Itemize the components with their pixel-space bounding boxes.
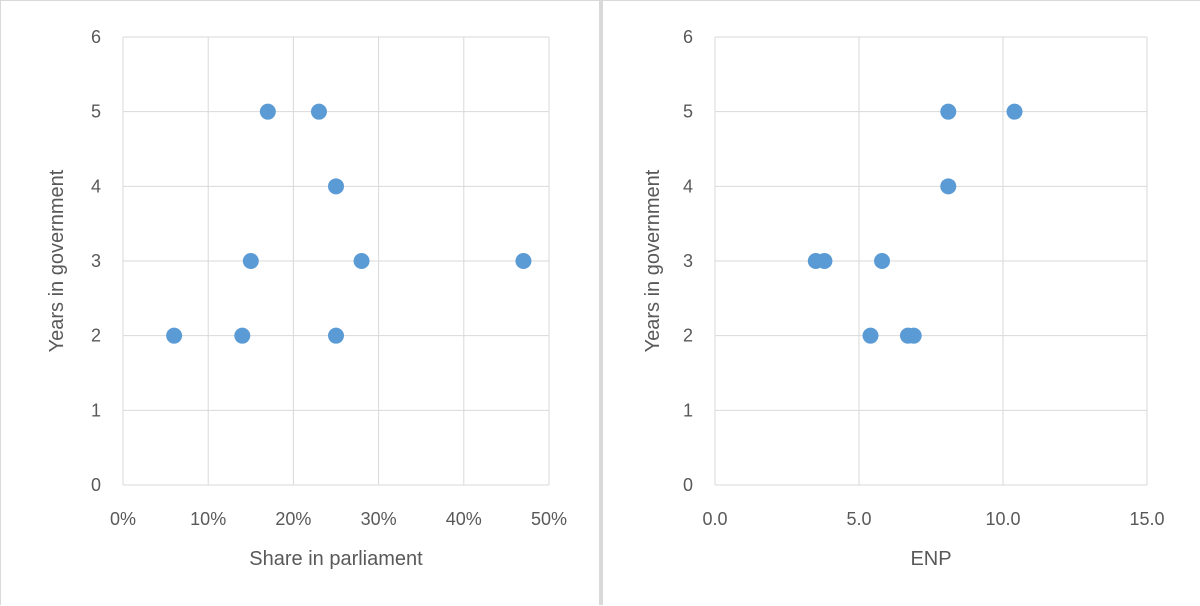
left-chart-x-tick-label: 0% [110,509,136,529]
right-chart-y-tick-label: 1 [683,400,693,420]
left-chart-x-axis-title: Share in parliament [249,548,423,570]
left-chart-data-point [328,327,344,344]
left-chart-data-point [166,327,183,344]
scatter-chart-left: 0% 10% 20% 30% 40% 50% 0 1 2 3 4 5 6 Share in parliam… [46,27,567,570]
left-chart-y-axis-title: Years in government [46,169,68,352]
right-chart-y-tick-label: 0 [683,475,693,495]
left-chart-data-point [242,253,259,269]
right-chart-x-tick-label: 0.0 [702,509,727,529]
left-chart-data-point [353,253,370,269]
left-chart-y-tick-label: 6 [91,27,101,47]
left-chart-x-tick-label: 40% [446,509,482,529]
left-chart-y-tick-label: 2 [91,326,101,346]
right-chart-x-axis-title: ENP [910,548,951,570]
left-chart-x-tick-label: 20% [275,509,311,529]
right-chart-y-tick-label: 2 [683,326,693,346]
left-chart-y-tick-label: 5 [91,102,101,122]
left-chart-gridlines [122,36,550,486]
right-chart-y-tick-label: 6 [683,27,693,47]
right-chart-data-point [816,253,833,269]
left-chart-x-tick-label: 30% [361,509,397,529]
right-chart-data-point [862,327,879,344]
left-chart-data-points [166,103,532,344]
right-chart-data-point [940,178,957,195]
left-chart-data-point [234,327,251,344]
right-chart-x-tick-label: 15.0 [1129,509,1164,529]
left-chart-x-tick-label: 50% [531,509,567,529]
right-chart-y-tick-label: 5 [683,102,693,122]
left-chart-y-tick-label: 1 [91,400,101,420]
right-chart-y-tick-label: 3 [683,251,693,271]
right-chart-y-axis-title: Years in government [642,169,664,352]
right-chart-data-point [940,103,957,120]
left-chart-y-tick-label: 4 [91,176,101,196]
panel-divider [599,0,603,605]
left-chart-data-point [310,103,327,120]
scatter-chart-right: 0.0 5.0 10.0 15.0 0 1 2 3 4 5 6 ENP Years in governm… [642,27,1165,570]
chart-panel-right: 0.0 5.0 10.0 15.0 0 1 2 3 4 5 6 ENP Years in governm… [603,0,1200,605]
right-chart-data-points [807,103,1023,344]
left-chart-y-tick-label: 0 [91,475,101,495]
right-chart-x-tick-label: 10.0 [985,509,1020,529]
left-chart-y-tick-label: 3 [91,251,101,271]
left-chart-data-point [328,178,344,195]
right-chart-x-tick-label: 5.0 [846,509,871,529]
right-chart-data-point [1006,103,1023,120]
right-chart-gridlines [714,36,1148,486]
left-chart-data-point [259,103,276,120]
right-chart-y-tick-label: 4 [683,176,693,196]
right-chart-data-point [874,253,891,269]
left-chart-x-tick-label: 10% [190,509,226,529]
chart-panel-left: 0% 10% 20% 30% 40% 50% 0 1 2 3 4 5 6 Share in parliam… [0,0,600,605]
left-chart-data-point [515,253,532,269]
right-chart-data-point [905,327,922,344]
